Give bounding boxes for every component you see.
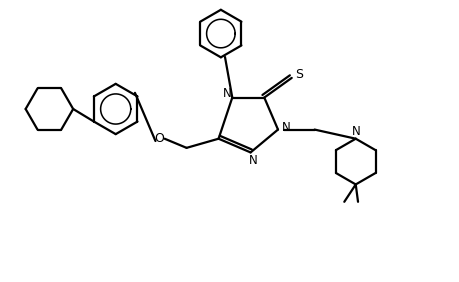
Text: O: O bbox=[154, 132, 164, 145]
Text: N: N bbox=[281, 121, 290, 134]
Text: N: N bbox=[352, 125, 360, 138]
Text: N: N bbox=[248, 154, 257, 167]
Text: S: S bbox=[295, 68, 303, 81]
Text: N: N bbox=[222, 87, 231, 100]
